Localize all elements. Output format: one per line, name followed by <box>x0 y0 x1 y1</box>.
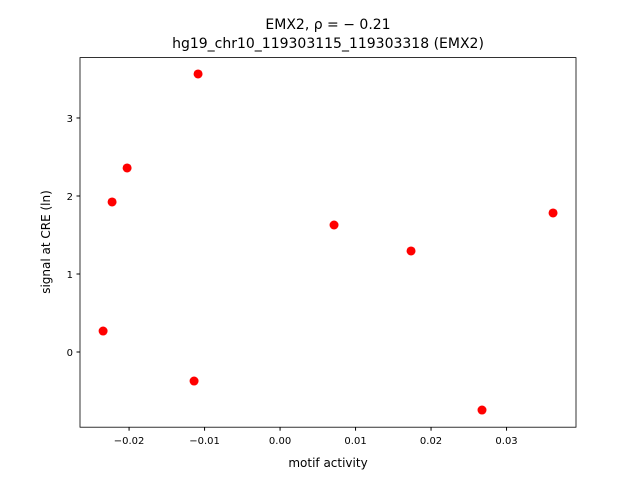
point <box>98 326 108 336</box>
point <box>107 197 117 207</box>
chart-title: EMX2, ρ = − 0.21 <box>265 17 390 33</box>
x-tick-label: −0.02 <box>114 436 145 447</box>
x-tick-label: 0.00 <box>269 436 291 447</box>
y-tick-label: 0 <box>67 348 73 359</box>
x-tick-label: −0.01 <box>189 436 220 447</box>
y-tick-label: 1 <box>67 270 73 281</box>
point <box>193 69 203 79</box>
x-axis-label: motif activity <box>288 456 367 470</box>
x-tick-label: 0.01 <box>344 436 366 447</box>
point <box>329 220 339 230</box>
point <box>548 208 558 218</box>
x-tick-label: 0.03 <box>495 436 517 447</box>
y-tick-label: 2 <box>67 192 73 203</box>
point <box>122 163 132 173</box>
point <box>477 405 487 415</box>
y-tick-label: 3 <box>67 114 73 125</box>
x-tick-label: 0.02 <box>420 436 442 447</box>
chart-subtitle: hg19_chr10_119303115_119303318 (EMX2) <box>172 36 484 52</box>
y-axis-label: signal at CRE (ln) <box>39 190 53 294</box>
point <box>406 246 416 256</box>
point <box>189 376 199 386</box>
plot-frame <box>79 57 577 428</box>
